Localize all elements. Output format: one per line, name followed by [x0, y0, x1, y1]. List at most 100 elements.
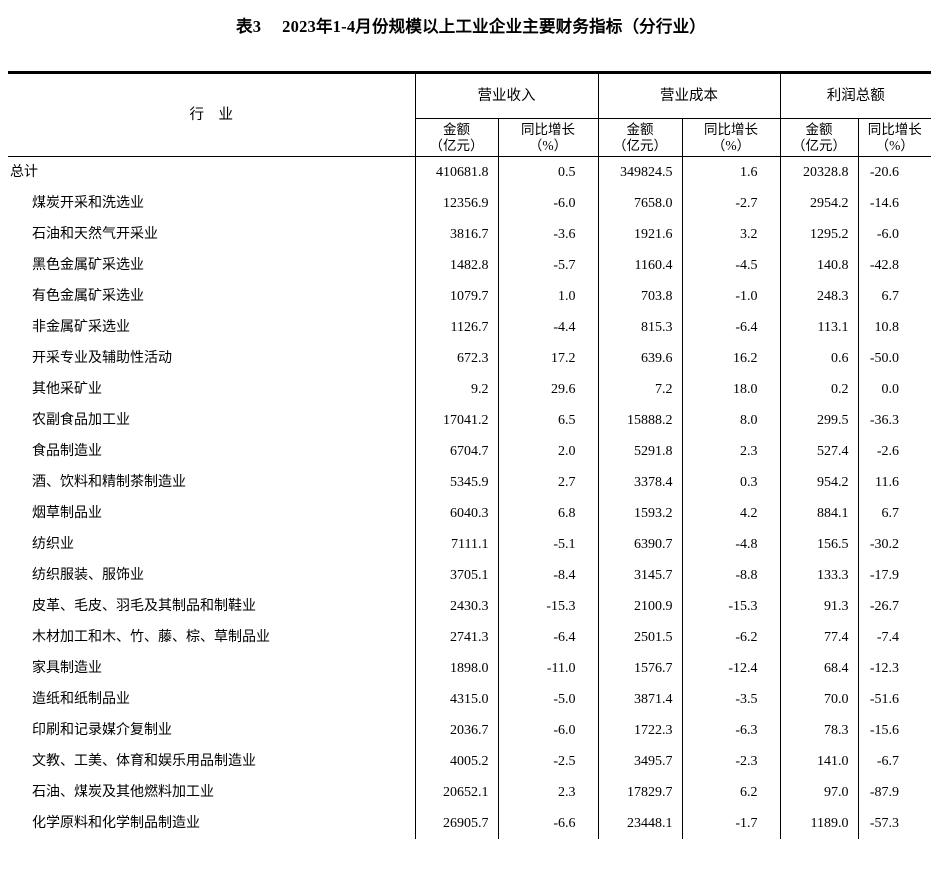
page-title: 表3 2023年1-4月份规模以上工业企业主要财务指标（分行业） [236, 17, 706, 36]
cell-cost-growth: 4.2 [682, 498, 781, 529]
cell-cost-amount: 2100.9 [598, 591, 683, 622]
cell-revenue-growth: -15.3 [498, 591, 599, 622]
header-separator-cell [498, 156, 598, 157]
cell-cost-amount: 1921.6 [598, 219, 683, 250]
header-separator [8, 156, 931, 157]
column-header-revenue-amount: 金额 （亿元） [415, 118, 499, 156]
cell-profit-growth: -26.7 [869, 599, 899, 614]
table-head: 行 业 营业收入 营业成本 利润总额 金额 （亿元） 同比增长 （%） 金额 （… [8, 71, 931, 157]
cell-profit-amount: 91.3 [780, 591, 859, 622]
cell-cost-growth: 16.2 [682, 343, 781, 374]
cell-cost-growth: 18.0 [682, 374, 781, 405]
industry-label: 文教、工美、体育和娱乐用品制造业 [32, 754, 256, 769]
table-container: 行 业 营业收入 营业成本 利润总额 金额 （亿元） 同比增长 （%） 金额 （… [8, 71, 931, 839]
cell-cost-amount: 815.3 [598, 312, 683, 343]
cell-profit-growth: -57.3 [869, 816, 899, 831]
industry-label: 纺织业 [32, 537, 74, 552]
table-row: 黑色金属矿采选业 1482.8 -5.7 1160.4 -4.5 140.8 -42.8 [8, 250, 931, 281]
industry-label: 酒、饮料和精制茶制造业 [32, 475, 186, 490]
cell-revenue-growth: 2.3 [498, 777, 599, 808]
column-header-cost-amount: 金额 （亿元） [598, 118, 683, 156]
cell-industry-name: 食品制造业 [8, 436, 416, 467]
header-separator-cell [415, 156, 498, 157]
cell-revenue-growth: -5.7 [498, 250, 599, 281]
cell-revenue-growth: -5.1 [498, 529, 599, 560]
cell-cost-amount: 3378.4 [598, 467, 683, 498]
cell-cost-growth: -6.2 [682, 622, 781, 653]
cell-revenue-amount: 1079.7 [415, 281, 499, 312]
cell-revenue-amount: 672.3 [415, 343, 499, 374]
cell-profit-growth: -12.3 [869, 661, 899, 676]
cell-revenue-amount: 2741.3 [415, 622, 499, 653]
cell-cost-amount: 15888.2 [598, 405, 683, 436]
cell-profit-amount: 20328.8 [780, 156, 859, 188]
industry-label: 石油、煤炭及其他燃料加工业 [32, 785, 214, 800]
cell-revenue-growth: 6.8 [498, 498, 599, 529]
cell-revenue-amount: 26905.7 [415, 808, 499, 839]
cell-profit-amount: 68.4 [780, 653, 859, 684]
cell-industry-name: 有色金属矿采选业 [8, 281, 416, 312]
cell-cost-growth: -1.0 [682, 281, 781, 312]
header-separator-cell [598, 156, 682, 157]
column-header-cost-growth: 同比增长 （%） [682, 118, 781, 156]
cell-revenue-amount: 410681.8 [415, 156, 499, 188]
cell-profit-amount: 70.0 [780, 684, 859, 715]
cell-cost-amount: 3145.7 [598, 560, 683, 591]
cell-profit-amount: 0.2 [780, 374, 859, 405]
table-row: 总计 410681.8 0.5 349824.5 1.6 20328.8 -20.6 [8, 156, 931, 188]
industry-label: 非金属矿采选业 [32, 320, 130, 335]
cell-profit-growth: -6.0 [876, 227, 899, 242]
cell-profit-growth: -30.2 [869, 537, 899, 552]
header-group-row: 行 业 营业收入 营业成本 利润总额 [8, 71, 931, 156]
table-row: 非金属矿采选业 1126.7 -4.4 815.3 -6.4 113.1 10.8 [8, 312, 931, 343]
industry-label: 石油和天然气开采业 [32, 227, 158, 242]
cell-cost-growth: 3.2 [682, 219, 781, 250]
cell-profit-growth: -42.8 [869, 258, 899, 273]
cell-revenue-growth: -8.4 [498, 560, 599, 591]
table-row: 煤炭开采和洗选业 12356.9 -6.0 7658.0 -2.7 2954.2 -14.6 [8, 188, 931, 219]
cell-profit-amount: 1295.2 [780, 219, 859, 250]
cell-profit-growth: -51.6 [869, 692, 899, 707]
column-header-industry: 行 业 [8, 71, 416, 156]
cell-profit-growth: -7.4 [876, 630, 899, 645]
cell-cost-amount: 639.6 [598, 343, 683, 374]
cell-cost-amount: 6390.7 [598, 529, 683, 560]
cell-industry-name: 文教、工美、体育和娱乐用品制造业 [8, 746, 416, 777]
cell-revenue-amount: 4315.0 [415, 684, 499, 715]
cell-cost-growth: 6.2 [682, 777, 781, 808]
cell-profit-amount: 527.4 [780, 436, 859, 467]
cell-profit-growth: -14.6 [869, 196, 899, 211]
cell-profit-amount: 141.0 [780, 746, 859, 777]
cell-revenue-growth: 1.0 [498, 281, 599, 312]
cell-revenue-amount: 2036.7 [415, 715, 499, 746]
cell-cost-amount: 703.8 [598, 281, 683, 312]
cell-profit-amount: 140.8 [780, 250, 859, 281]
cell-revenue-growth: -6.4 [498, 622, 599, 653]
cell-cost-growth: -1.7 [682, 808, 781, 839]
column-header-revenue-growth: 同比增长 （%） [498, 118, 599, 156]
cell-cost-amount: 5291.8 [598, 436, 683, 467]
industry-label: 烟草制品业 [32, 506, 102, 521]
cell-revenue-amount: 6704.7 [415, 436, 499, 467]
cell-cost-amount: 1593.2 [598, 498, 683, 529]
table-row: 石油和天然气开采业 3816.7 -3.6 1921.6 3.2 1295.2 -6.0 [8, 219, 931, 250]
cell-revenue-amount: 7111.1 [415, 529, 499, 560]
table-row: 农副食品加工业 17041.2 6.5 15888.2 8.0 299.5 -36.3 [8, 405, 931, 436]
table-row: 家具制造业 1898.0 -11.0 1576.7 -12.4 68.4 -12.3 [8, 653, 931, 684]
cell-cost-growth: -2.7 [682, 188, 781, 219]
header-separator-cell [780, 156, 858, 157]
cell-industry-name: 化学原料和化学制品制造业 [8, 808, 416, 839]
cell-cost-growth: -8.8 [682, 560, 781, 591]
table-row: 食品制造业 6704.7 2.0 5291.8 2.3 527.4 -2.6 [8, 436, 931, 467]
cell-revenue-growth: -5.0 [498, 684, 599, 715]
cell-cost-amount: 1576.7 [598, 653, 683, 684]
cell-profit-growth: 10.8 [874, 320, 900, 335]
cell-profit-growth: -2.6 [876, 444, 899, 459]
cell-profit-growth: -17.9 [869, 568, 899, 583]
industry-label: 其他采矿业 [32, 382, 102, 397]
industry-label: 纺织服装、服饰业 [32, 568, 144, 583]
table-row: 纺织业 7111.1 -5.1 6390.7 -4.8 156.5 -30.2 [8, 529, 931, 560]
industry-label: 黑色金属矿采选业 [32, 258, 144, 273]
column-group-profit: 利润总额 [780, 71, 931, 119]
